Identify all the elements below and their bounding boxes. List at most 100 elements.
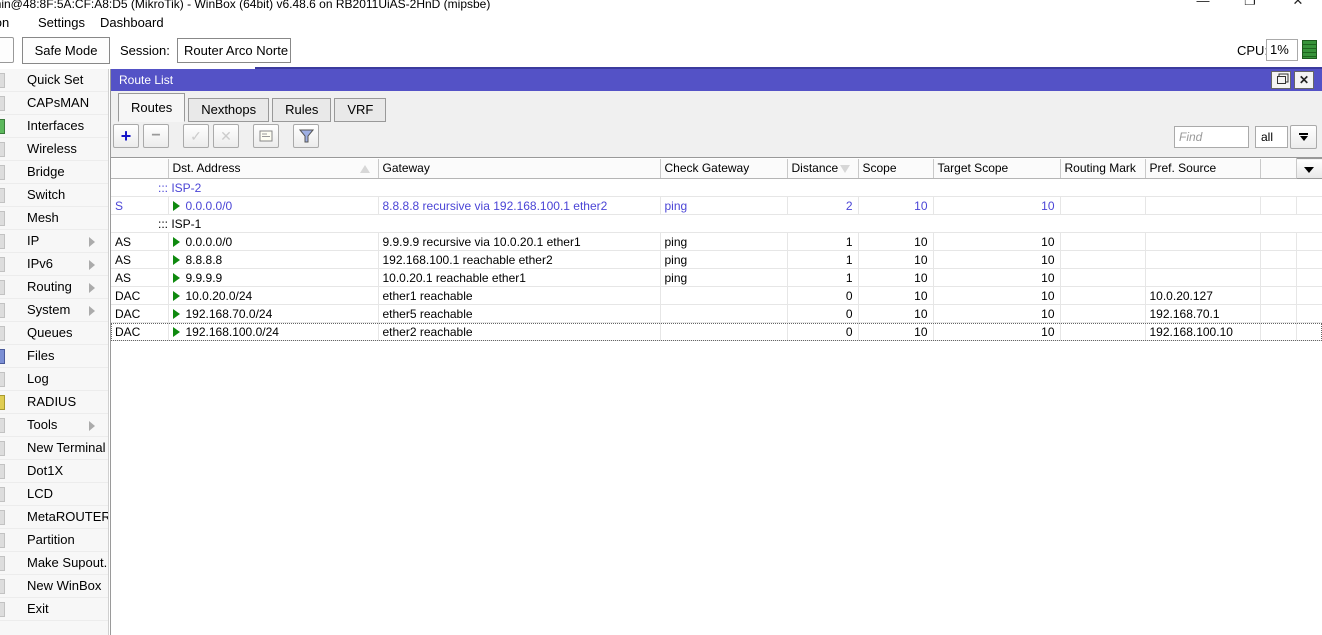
disable-x-icon: ✕ bbox=[220, 127, 232, 144]
sidebar-item-dot1x[interactable]: Dot1X bbox=[0, 460, 108, 483]
close-icon[interactable]: ✕ bbox=[1292, 0, 1304, 8]
comment-button[interactable] bbox=[253, 124, 279, 148]
close-icon: ✕ bbox=[1298, 73, 1310, 87]
sidebar-item-switch[interactable]: Switch bbox=[0, 184, 108, 207]
tab-rules[interactable]: Rules bbox=[272, 98, 332, 122]
sidebar-item-bridge[interactable]: Bridge bbox=[0, 161, 108, 184]
col-flags[interactable] bbox=[111, 158, 169, 179]
table-row[interactable]: DAC 192.168.70.0/24 ether5 reachable 0 1… bbox=[111, 304, 1322, 323]
tools-icon bbox=[0, 418, 5, 433]
app-title: admin@48:8F:5A:CF:A8:D5 (MikroTik) - Win… bbox=[0, 0, 491, 11]
safe-mode-button[interactable]: Safe Mode bbox=[22, 37, 110, 64]
sidebar-item-interfaces[interactable]: Interfaces bbox=[0, 115, 108, 138]
sidebar-item-metarouter[interactable]: MetaROUTER bbox=[0, 506, 108, 529]
sidebar-item-partition[interactable]: Partition bbox=[0, 529, 108, 552]
sidebar-item-ip[interactable]: IP bbox=[0, 230, 108, 253]
sidebar-item-wireless[interactable]: Wireless bbox=[0, 138, 108, 161]
window-title: Route List bbox=[119, 73, 174, 87]
cpu-value: 1% bbox=[1266, 39, 1298, 61]
submenu-arrow-icon bbox=[89, 421, 95, 431]
comment-row[interactable]: ::: ISP-1 bbox=[111, 214, 1322, 233]
minimize-icon[interactable]: — bbox=[1196, 0, 1210, 8]
table-row[interactable]: DAC 10.0.20.0/24 ether1 reachable 0 10 1… bbox=[111, 286, 1322, 305]
filter-scope-select[interactable]: all bbox=[1255, 126, 1288, 148]
filter-button[interactable] bbox=[293, 124, 319, 148]
col-scope[interactable]: Scope bbox=[858, 158, 934, 179]
sidebar-item-quick-set[interactable]: Quick Set bbox=[0, 69, 108, 92]
make-supout-icon bbox=[0, 556, 5, 571]
tab-nexthops[interactable]: Nexthops bbox=[188, 98, 270, 122]
mesh-icon bbox=[0, 211, 5, 226]
tab-routes[interactable]: Routes bbox=[118, 93, 186, 122]
col-gateway[interactable]: Gateway bbox=[378, 158, 661, 179]
sidebar-item-system[interactable]: System bbox=[0, 299, 108, 322]
route-list-titlebar: Route List ✕ bbox=[111, 69, 1322, 91]
route-arrow-icon bbox=[172, 254, 180, 265]
close-window-button[interactable]: ✕ bbox=[1294, 71, 1314, 89]
sidebar-item-log[interactable]: Log bbox=[0, 368, 108, 391]
column-chooser-button[interactable] bbox=[1295, 158, 1322, 179]
routing-icon bbox=[0, 280, 5, 295]
sidebar-item-make-supout[interactable]: Make Supout.rif bbox=[0, 552, 108, 575]
interfaces-icon bbox=[0, 119, 5, 134]
switch-icon bbox=[0, 188, 5, 203]
maximize-icon[interactable]: ❐ bbox=[1244, 0, 1256, 8]
radius-icon bbox=[0, 395, 5, 410]
table-row[interactable]: AS 0.0.0.0/0 9.9.9.9 recursive via 10.0.… bbox=[111, 232, 1322, 251]
sidebar-item-lcd[interactable]: LCD bbox=[0, 483, 108, 506]
col-routing-mark[interactable]: Routing Mark bbox=[1060, 158, 1146, 179]
refresh-button[interactable]: ↻ bbox=[0, 37, 14, 63]
sidebar-item-radius[interactable]: RADIUS bbox=[0, 391, 108, 414]
col-dst-address[interactable]: Dst. Address bbox=[168, 158, 379, 179]
table-row[interactable]: AS 9.9.9.9 10.0.20.1 reachable ether1 pi… bbox=[111, 268, 1322, 287]
quick-set-icon bbox=[0, 73, 5, 88]
filter-funnel-icon bbox=[298, 129, 314, 143]
table-row[interactable]: S 0.0.0.0/0 8.8.8.8 recursive via 192.16… bbox=[111, 196, 1322, 215]
sidebar-item-exit[interactable]: Exit bbox=[0, 598, 108, 621]
sidebar-item-files[interactable]: Files bbox=[0, 345, 108, 368]
col-pref-source[interactable]: Pref. Source bbox=[1145, 158, 1261, 179]
files-icon bbox=[0, 349, 5, 364]
submenu-arrow-icon bbox=[89, 260, 95, 270]
menu-dashboard[interactable]: Dashboard bbox=[100, 15, 164, 30]
sidebar-item-capsman[interactable]: CAPsMAN bbox=[0, 92, 108, 115]
session-value-box[interactable]: Router Arco Norte bbox=[177, 38, 291, 63]
menu-session[interactable]: Session bbox=[0, 15, 10, 30]
sort-desc-icon bbox=[839, 164, 850, 173]
enable-check-icon: ✓ bbox=[190, 127, 202, 144]
submenu-arrow-icon bbox=[89, 283, 95, 293]
sidebar-item-new-terminal[interactable]: New Terminal bbox=[0, 437, 108, 460]
lcd-icon bbox=[0, 487, 5, 502]
col-distance[interactable]: Distance bbox=[787, 158, 859, 179]
menu-settings[interactable]: Settings bbox=[38, 15, 85, 30]
new-winbox-icon bbox=[0, 579, 5, 594]
sort-asc-icon bbox=[359, 164, 370, 173]
tab-vrf[interactable]: VRF bbox=[334, 98, 387, 122]
add-button[interactable]: + bbox=[113, 124, 139, 148]
capsman-icon bbox=[0, 96, 5, 111]
cpu-label: CPU: bbox=[1237, 43, 1269, 58]
table-header-row: Dst. Address Gateway Check Gateway Dista… bbox=[111, 158, 1322, 179]
restore-button[interactable] bbox=[1271, 71, 1291, 89]
sidebar-item-queues[interactable]: Queues bbox=[0, 322, 108, 345]
enable-button[interactable]: ✓ bbox=[183, 124, 209, 148]
remove-button[interactable]: − bbox=[143, 124, 169, 148]
sidebar-item-routing[interactable]: Routing bbox=[0, 276, 108, 299]
table-row[interactable]: DAC 192.168.100.0/24 ether2 reachable 0 … bbox=[111, 322, 1322, 341]
sidebar-item-mesh[interactable]: Mesh bbox=[0, 207, 108, 230]
comment-row[interactable]: ::: ISP-2 bbox=[111, 178, 1322, 197]
tab-strip: Routes Nexthops Rules VRF bbox=[111, 91, 1322, 122]
queues-icon bbox=[0, 326, 5, 341]
find-input[interactable] bbox=[1174, 126, 1249, 148]
col-check-gateway[interactable]: Check Gateway bbox=[660, 158, 788, 179]
sidebar-item-ipv6[interactable]: IPv6 bbox=[0, 253, 108, 276]
sidebar: Quick Set CAPsMAN Interfaces Wireless Br… bbox=[0, 69, 109, 635]
filter-dropdown-button[interactable] bbox=[1290, 125, 1317, 149]
table-row[interactable]: AS 8.8.8.8 192.168.100.1 reachable ether… bbox=[111, 250, 1322, 269]
submenu-arrow-icon bbox=[89, 306, 95, 316]
disable-button[interactable]: ✕ bbox=[213, 124, 239, 148]
sidebar-item-new-winbox[interactable]: New WinBox bbox=[0, 575, 108, 598]
col-target-scope[interactable]: Target Scope bbox=[933, 158, 1061, 179]
bridge-icon bbox=[0, 165, 5, 180]
sidebar-item-tools[interactable]: Tools bbox=[0, 414, 108, 437]
